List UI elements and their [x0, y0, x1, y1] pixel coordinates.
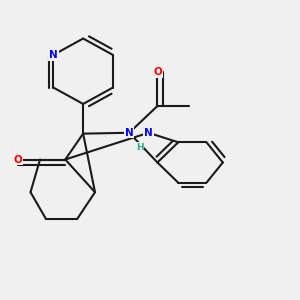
Text: N: N	[144, 128, 153, 138]
Text: O: O	[14, 154, 23, 164]
Text: N: N	[49, 50, 58, 60]
Text: O: O	[153, 67, 162, 77]
Text: N: N	[125, 128, 134, 138]
Text: H: H	[136, 142, 143, 152]
